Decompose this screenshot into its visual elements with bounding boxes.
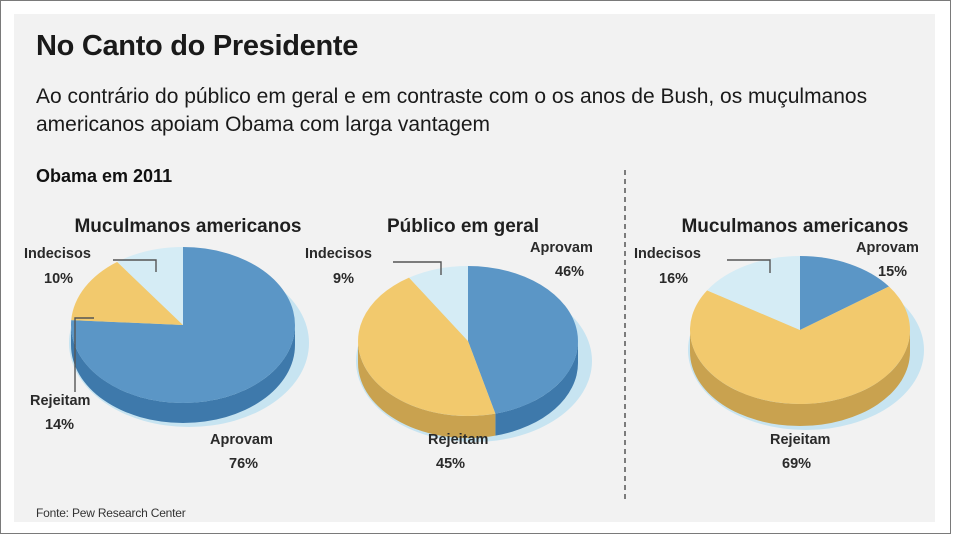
- pie-chart-2: Público em geral Aprovam 46% Rejeitam 45% Ind…: [305, 216, 593, 472]
- slice-label-rejeitam: Rejeitam: [770, 432, 830, 448]
- slice-value-rejeitam: 45%: [436, 456, 465, 472]
- pie-side-aprovam: [495, 341, 578, 436]
- pie-side-rejeitam: [690, 330, 910, 426]
- slice-label-indecisos: Indecisos: [634, 246, 701, 262]
- slice-label-aprovam: Aprovam: [530, 240, 593, 256]
- pie-slice-indecisos: [707, 256, 800, 330]
- chart-title: Muculmanos americanos: [681, 216, 908, 237]
- pie-slice-indecisos: [117, 247, 183, 325]
- slice-value-rejeitam: 14%: [45, 417, 74, 433]
- chart-title: Muculmanos americanos: [74, 216, 301, 237]
- slice-label-indecisos: Indecisos: [24, 246, 91, 262]
- pie-slice-rejeitam: [689, 286, 910, 404]
- pie-slice-aprovam: [70, 247, 295, 403]
- pie-slice-aprovam: [468, 266, 578, 414]
- leader-line: [74, 317, 94, 392]
- page-subtitle: Ao contrário do público em geral e em co…: [36, 85, 868, 136]
- leader-line: [113, 259, 157, 272]
- slice-value-aprovam: 46%: [555, 264, 584, 280]
- slice-value-indecisos: 9%: [333, 271, 354, 287]
- slice-label-indecisos: Indecisos: [305, 246, 372, 262]
- pie-slice-indecisos: [409, 266, 468, 341]
- slice-value-aprovam: 15%: [878, 264, 907, 280]
- source-note: Fonte: Pew Research Center: [36, 506, 186, 520]
- leader-line: [727, 259, 771, 273]
- chart-title: Público em geral: [387, 216, 539, 237]
- slice-value-rejeitam: 69%: [782, 456, 811, 472]
- pie-side-rejeitam: [358, 341, 496, 438]
- slice-label-rejeitam: Rejeitam: [428, 432, 488, 448]
- pie-chart-3: Muculmanos americanos Aprovam 15% Rejeitam 6…: [634, 216, 924, 472]
- slice-label-rejeitam: Rejeitam: [30, 393, 90, 409]
- slice-label-aprovam: Aprovam: [856, 240, 919, 256]
- slice-value-indecisos: 16%: [659, 271, 688, 287]
- slice-label-aprovam: Aprovam: [210, 432, 273, 448]
- leader-line: [393, 261, 442, 275]
- pie-chart-1: Muculmanos americanos Aprovam 76% Rejeitam 1…: [24, 216, 309, 472]
- pie-slice-rejeitam: [358, 277, 496, 416]
- slice-value-aprovam: 76%: [229, 456, 258, 472]
- page-title: No Canto do Presidente: [36, 30, 359, 62]
- slice-value-indecisos: 10%: [44, 271, 73, 287]
- pie-slice-aprovam: [800, 256, 889, 330]
- pie-slice-rejeitam: [71, 261, 183, 325]
- pie-side-aprovam: [71, 325, 295, 423]
- section-label: Obama em 2011: [36, 166, 173, 186]
